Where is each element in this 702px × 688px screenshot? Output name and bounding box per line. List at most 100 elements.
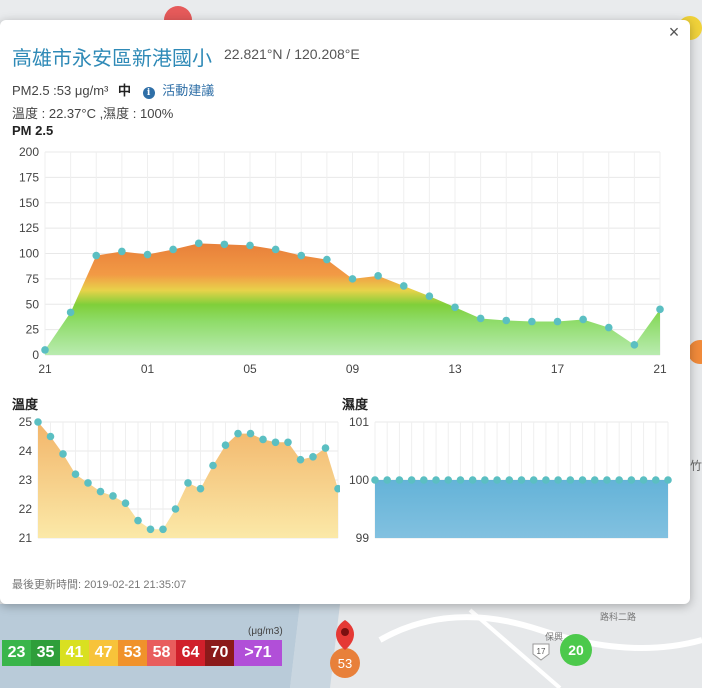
- legend-item: >71: [234, 640, 282, 666]
- y-tick-label: 99: [356, 531, 370, 545]
- data-point[interactable]: [630, 341, 639, 349]
- data-point[interactable]: [59, 450, 67, 458]
- data-point[interactable]: [34, 418, 42, 426]
- data-point[interactable]: [603, 476, 611, 484]
- data-point[interactable]: [246, 429, 255, 438]
- data-point[interactable]: [476, 314, 485, 323]
- y-tick-label: 25: [19, 415, 33, 429]
- data-point[interactable]: [566, 476, 575, 484]
- data-point[interactable]: [234, 429, 242, 438]
- data-point[interactable]: [41, 346, 49, 354]
- data-point[interactable]: [348, 275, 357, 283]
- data-point[interactable]: [246, 241, 254, 250]
- data-point[interactable]: [371, 476, 379, 484]
- legend-item: 47: [89, 640, 118, 666]
- map-station-marker-green[interactable]: 20: [560, 634, 592, 666]
- data-point[interactable]: [146, 525, 155, 534]
- data-point[interactable]: [296, 455, 305, 464]
- data-point[interactable]: [615, 476, 623, 484]
- selected-station-marker[interactable]: 53: [330, 620, 360, 678]
- map-road-label: 保興: [545, 631, 563, 642]
- data-point[interactable]: [395, 476, 404, 484]
- pm-legend: 23 35 41 47 53 58 64 70 >71: [2, 640, 282, 666]
- y-tick-label: 24: [19, 444, 33, 458]
- data-point[interactable]: [71, 470, 80, 478]
- y-tick-label: 25: [26, 323, 40, 337]
- data-point[interactable]: [271, 438, 280, 447]
- data-point[interactable]: [196, 484, 205, 493]
- data-point[interactable]: [554, 476, 562, 484]
- data-point[interactable]: [420, 476, 428, 484]
- temp-chart-title: 溫度: [12, 397, 39, 412]
- data-point[interactable]: [383, 476, 392, 484]
- data-point[interactable]: [456, 476, 465, 484]
- data-point[interactable]: [169, 245, 177, 254]
- data-point[interactable]: [604, 323, 613, 332]
- data-point[interactable]: [493, 476, 501, 484]
- legend-item: 35: [31, 640, 60, 666]
- data-point[interactable]: [184, 479, 192, 487]
- data-point[interactable]: [66, 308, 75, 317]
- data-point[interactable]: [84, 479, 92, 487]
- legend-item: 64: [176, 640, 205, 666]
- series-area: [45, 243, 660, 355]
- data-point[interactable]: [259, 435, 267, 444]
- info-icon[interactable]: i: [142, 87, 155, 99]
- data-point[interactable]: [444, 476, 453, 484]
- station-name: 高雄市永安區新港國小: [12, 48, 212, 70]
- activity-advice-link[interactable]: 活動建議: [162, 83, 215, 98]
- data-point[interactable]: [502, 316, 511, 325]
- data-point[interactable]: [664, 476, 672, 484]
- close-icon[interactable]: ×: [668, 22, 680, 42]
- data-point[interactable]: [334, 484, 340, 493]
- data-point[interactable]: [432, 476, 440, 484]
- data-point[interactable]: [46, 432, 55, 441]
- data-point[interactable]: [399, 282, 408, 290]
- data-point[interactable]: [92, 251, 101, 260]
- data-point[interactable]: [121, 499, 130, 507]
- data-point[interactable]: [505, 476, 514, 484]
- y-tick-label: 101: [349, 415, 369, 429]
- data-point[interactable]: [528, 317, 536, 326]
- data-point[interactable]: [468, 476, 477, 484]
- data-point[interactable]: [627, 476, 636, 484]
- data-point[interactable]: [284, 438, 292, 447]
- data-point[interactable]: [221, 441, 230, 449]
- data-point[interactable]: [321, 444, 330, 452]
- data-point[interactable]: [271, 245, 280, 254]
- data-point[interactable]: [374, 272, 382, 280]
- data-point[interactable]: [96, 487, 105, 496]
- y-tick-label: 200: [19, 145, 39, 159]
- data-point[interactable]: [590, 476, 599, 484]
- data-point[interactable]: [579, 315, 587, 324]
- data-point[interactable]: [639, 476, 648, 484]
- pm-summary: PM2.5 :53 μg/m³ 中 i 活動建議: [12, 80, 214, 99]
- data-point[interactable]: [209, 461, 217, 470]
- data-point[interactable]: [651, 476, 660, 484]
- data-point[interactable]: [220, 240, 229, 249]
- data-point[interactable]: [309, 453, 317, 461]
- data-point[interactable]: [553, 317, 562, 326]
- data-point[interactable]: [529, 476, 538, 484]
- map-station-marker[interactable]: [688, 340, 702, 364]
- y-tick-label: 23: [19, 473, 33, 487]
- data-point[interactable]: [517, 476, 526, 484]
- data-point[interactable]: [407, 476, 416, 484]
- data-point[interactable]: [451, 303, 459, 312]
- data-point[interactable]: [143, 250, 152, 259]
- data-point[interactable]: [481, 476, 489, 484]
- legend-item: 41: [60, 640, 89, 666]
- data-point[interactable]: [118, 247, 126, 256]
- data-point[interactable]: [297, 251, 306, 260]
- data-point[interactable]: [425, 292, 434, 300]
- data-point[interactable]: [578, 476, 587, 484]
- data-point[interactable]: [323, 255, 331, 264]
- data-point[interactable]: [656, 305, 664, 314]
- data-point[interactable]: [171, 505, 180, 513]
- pm-chart: 0 25 50 75 100 125 150 175 200 21 01 05 09 13 17 21: [19, 145, 667, 376]
- data-point[interactable]: [194, 239, 203, 248]
- data-point[interactable]: [542, 476, 550, 484]
- data-point[interactable]: [159, 525, 167, 534]
- data-point[interactable]: [109, 492, 117, 500]
- data-point[interactable]: [134, 516, 142, 525]
